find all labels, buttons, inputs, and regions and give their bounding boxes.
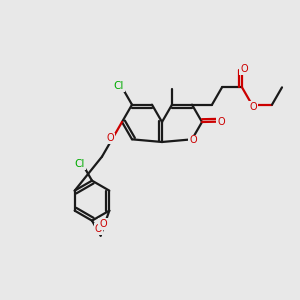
Text: O: O [106, 133, 114, 143]
Text: O: O [249, 102, 257, 112]
Text: O: O [189, 135, 197, 145]
Text: Cl: Cl [75, 159, 85, 169]
Text: O: O [240, 64, 248, 74]
Text: Cl: Cl [114, 81, 124, 92]
Text: O: O [99, 219, 107, 229]
Text: O: O [94, 224, 102, 234]
Text: O: O [217, 117, 225, 127]
